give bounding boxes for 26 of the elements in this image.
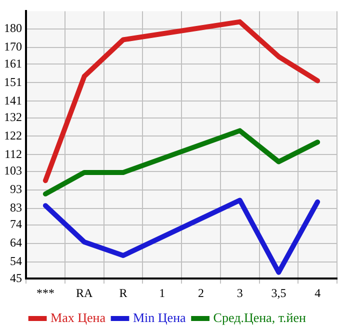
y-tick-label: 151 [4,74,22,89]
y-tick-label: 122 [4,128,22,142]
y-tick-label: 180 [4,21,22,36]
legend-label: Min Цена [133,310,186,325]
x-tick-label: 3,5 [271,286,286,300]
x-tick-label: *** [36,286,54,300]
x-tick-label: 3 [236,286,243,300]
x-tick-label: 2 [198,286,204,300]
x-tick-label: 4 [314,286,321,300]
y-tick-label: 170 [4,40,22,54]
y-tick-label: 64 [10,236,22,250]
y-tick-label: 161 [4,56,22,70]
x-tick-label: R [119,286,128,300]
y-tick-label: 103 [4,164,22,178]
y-tick-label: 45 [10,270,22,285]
y-tick-label: 54 [10,254,22,268]
y-tick-label: 74 [10,217,22,232]
y-tick-label: 141 [4,93,22,108]
y-tick-label: 132 [4,110,22,124]
x-tick-label: 1 [159,286,166,300]
x-tick-label: RA [76,286,93,300]
y-tick-label: 83 [10,200,22,215]
y-tick-label: 112 [4,146,22,161]
y-tick-label: 93 [10,182,22,196]
legend-label: Сред.Цена, т.йен [213,310,306,325]
legend-label: Max Цена [50,310,106,325]
